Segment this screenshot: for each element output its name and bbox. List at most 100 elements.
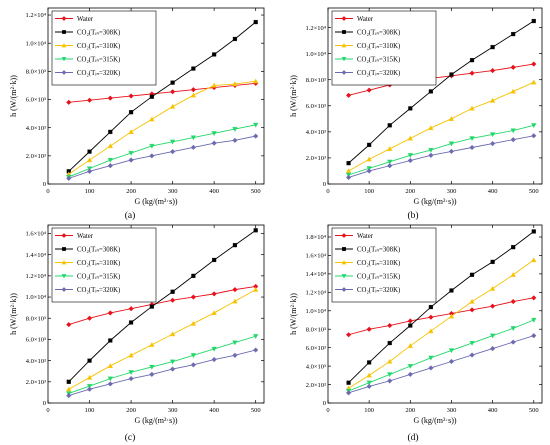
data-point [128,352,134,358]
data-point [108,129,113,134]
data-point [212,52,217,57]
legend-marker [61,287,67,292]
y-tick-label: 1.2×10⁴ [305,25,326,32]
y-tick-label: 0 [43,181,46,188]
data-point [469,105,475,111]
legend-label: CO₂(Tᵢₙ=320K) [77,287,120,294]
data-point [387,123,392,128]
data-point [490,259,495,264]
data-point [190,144,196,151]
y-tick-label: 2.0×10³ [306,382,326,389]
data-point [66,99,72,105]
data-point [345,92,352,98]
data-point [346,380,351,385]
data-point [191,273,196,278]
data-point [489,132,496,138]
data-point [531,229,536,234]
legend-marker [341,233,347,238]
data-point [510,128,516,134]
data-point [149,153,155,159]
y-tick-label: 8.0×10³ [26,315,46,322]
data-point [128,93,134,99]
data-point [489,285,496,291]
y-tick-label: 1.6×10⁴ [305,253,326,260]
data-point [149,94,154,99]
data-point [428,125,434,131]
data-point [211,131,217,137]
data-point [469,352,475,358]
y-tick-label: 1.0×10⁴ [25,294,46,301]
data-point [510,298,516,305]
data-point [87,149,92,154]
data-point [170,297,176,303]
panel-caption: (a) [125,210,136,221]
y-axis-label: h (W/(m²·k)) [289,75,298,117]
data-point [366,383,372,390]
x-tick-label: 100 [85,407,95,414]
data-point [107,163,113,169]
data-point [86,383,93,389]
series-line [68,82,256,103]
data-point [490,67,496,74]
data-point [128,370,134,375]
x-tick-label: 100 [364,188,374,195]
x-tick-label: 100 [364,407,374,414]
data-point [510,137,516,143]
legend-marker [61,16,67,21]
chart-panel: 0 100 200 300 400 500 0 2.0×10³ 4.0×10³ 6.0×10³ 8.… [289,7,543,221]
data-point [232,287,238,293]
legend-marker [341,43,347,48]
data-point [170,80,175,85]
data-point [510,272,516,277]
y-tick-label: 1.0×10⁴ [25,40,46,47]
data-point [366,372,372,378]
legend-label: Water [77,16,94,23]
y-tick-label: 1.4×10⁴ [305,271,326,278]
x-tick-label: 100 [85,188,95,195]
data-point [469,272,475,277]
data-point [469,340,475,346]
data-point [86,97,93,103]
y-tick-label: 4.0×10³ [306,363,326,370]
data-point [387,159,393,165]
data-point [190,353,197,359]
y-tick-label: 0 [43,400,46,407]
x-tick-label: 400 [488,188,498,195]
series-line [348,259,535,389]
data-point [510,326,516,332]
panel-caption: (b) [407,210,418,221]
data-point [407,371,413,378]
data-point [531,257,537,263]
data-point [232,137,238,143]
plot-frame [327,224,543,404]
chart-panel: 0 100 200 300 400 500 0 2.0×10³ 4.0×10³ 6.0×10³ 8.… [289,224,543,443]
x-tick-label: 300 [168,407,178,414]
data-point [149,143,155,149]
legend-label: CO₂(Tᵢₙ=310K) [357,260,400,267]
data-point [149,304,154,309]
data-point [170,89,176,95]
data-point [387,163,393,169]
data-point [448,141,455,147]
data-point [531,123,537,129]
data-point [129,320,134,325]
data-point [128,376,134,382]
data-point [367,142,372,147]
y-tick-label: 4.0×10³ [26,125,46,132]
legend-marker [341,16,347,21]
x-tick-label: 500 [529,188,539,195]
series-line [348,231,535,384]
y-tick-label: 2.0×10³ [26,379,46,386]
data-point [531,18,536,24]
legend-marker [61,70,67,75]
data-point [448,116,455,121]
data-point [428,148,434,153]
data-point [407,343,413,348]
data-point [428,355,434,361]
y-axis-label: h (W/(m²·k)) [9,293,18,335]
data-point [190,135,197,141]
data-point [66,379,71,384]
y-tick-label: 0 [323,400,326,407]
y-axis-label: h (W/(m²·k)) [9,75,18,117]
data-point [107,381,113,387]
